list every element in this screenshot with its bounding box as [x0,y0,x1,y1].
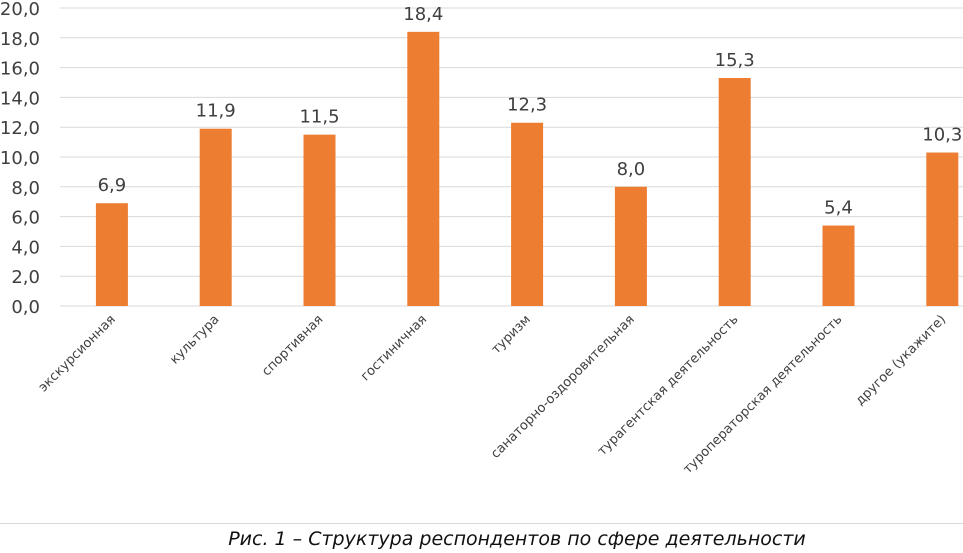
data-label: 18,4 [403,4,443,25]
bar [614,186,647,306]
bar [95,203,128,306]
data-label: 12,3 [507,95,547,116]
y-tick-label: 14,0 [0,88,40,109]
bar [718,78,751,306]
y-tick-label: 8,0 [11,178,40,199]
data-label: 6,9 [98,175,127,196]
x-tick-label: спортивная [259,312,326,379]
data-label: 11,5 [299,107,339,128]
y-tick-label: 6,0 [11,208,40,229]
data-label: 8,0 [617,159,646,180]
caption-divider [0,523,963,524]
figure-caption: Рис. 1 – Структура респондентов по сфере… [228,528,806,550]
y-tick-label: 0,0 [11,297,40,318]
x-tick-label: туризм [489,312,534,357]
bar [926,152,959,306]
data-label: 11,9 [196,101,236,122]
y-tick-label: 12,0 [0,118,40,139]
x-tick-label: гостиничная [358,312,430,384]
bar [303,134,336,306]
bar [407,31,440,307]
y-tick-label: 4,0 [11,237,40,258]
x-tick-label: экскурсионная [36,312,119,395]
y-tick-label: 20,0 [0,0,40,20]
x-tick-label: другое (укажите) [853,312,949,408]
y-tick-label: 10,0 [0,148,40,169]
bar [511,122,544,306]
data-label: 10,3 [922,125,962,146]
y-tick-label: 18,0 [0,29,40,50]
data-label: 5,4 [824,198,853,219]
y-tick-label: 2,0 [11,267,40,288]
y-tick-label: 16,0 [0,59,40,80]
bar [199,128,232,306]
x-tick-label: культура [167,312,222,367]
bar [822,225,855,306]
data-label: 15,3 [715,50,755,71]
